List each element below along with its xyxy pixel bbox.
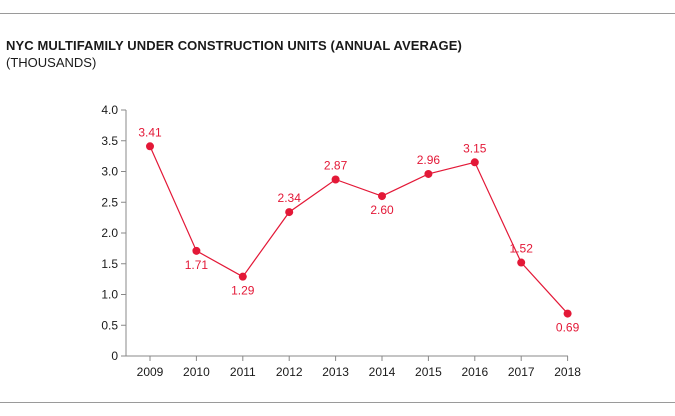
data-point: [470, 158, 479, 167]
x-tick-label: 2018: [554, 365, 581, 379]
data-label: 2.87: [324, 158, 348, 172]
data-point: [192, 246, 201, 255]
series-line: [149, 146, 569, 314]
data-point: [238, 272, 247, 281]
x-tick-label: 2016: [461, 365, 488, 379]
y-tick-label: 1.5: [101, 257, 118, 271]
y-tick-label: 3.0: [101, 165, 118, 179]
y-tick-label: 2.5: [101, 195, 118, 209]
y-tick-label: 3.5: [101, 134, 118, 148]
data-label: 1.52: [510, 242, 534, 256]
x-tick-label: 2011: [230, 365, 256, 379]
x-tick-label: 2017: [508, 365, 535, 379]
top-rule: [0, 13, 675, 14]
data-point: [146, 142, 154, 151]
bottom-rule: [0, 402, 675, 403]
data-point: [285, 208, 294, 217]
data-label: 2.60: [370, 203, 394, 217]
data-label: 1.71: [185, 258, 209, 272]
data-point: [331, 175, 340, 184]
y-tick-label: 0.5: [101, 318, 118, 332]
x-tick-label: 2013: [322, 365, 349, 379]
x-tick-label: 2014: [369, 365, 396, 379]
x-tick-label: 2015: [415, 365, 442, 379]
y-tick-label: 1.0: [101, 288, 118, 302]
x-tick-label: 2009: [137, 365, 164, 379]
y-tick-label: 2.0: [101, 226, 118, 240]
data-point: [378, 192, 386, 201]
data-label: 0.69: [556, 321, 580, 335]
y-tick-label: 4.0: [101, 103, 118, 117]
data-label: 3.41: [138, 125, 162, 139]
x-tick-label: 2012: [276, 365, 303, 379]
data-point: [424, 169, 433, 178]
data-point: [517, 258, 526, 267]
data-label: 2.96: [417, 153, 441, 167]
data-label: 3.15: [463, 141, 487, 155]
chart-subtitle: (THOUSANDS): [6, 55, 97, 70]
chart-title: NYC MULTIFAMILY UNDER CONSTRUCTION UNITS…: [6, 38, 462, 53]
x-tick-label: 2010: [183, 365, 210, 379]
data-label: 1.29: [231, 284, 255, 298]
y-tick-label: 0: [111, 349, 118, 363]
data-point: [563, 309, 572, 318]
data-label: 2.34: [278, 191, 302, 205]
